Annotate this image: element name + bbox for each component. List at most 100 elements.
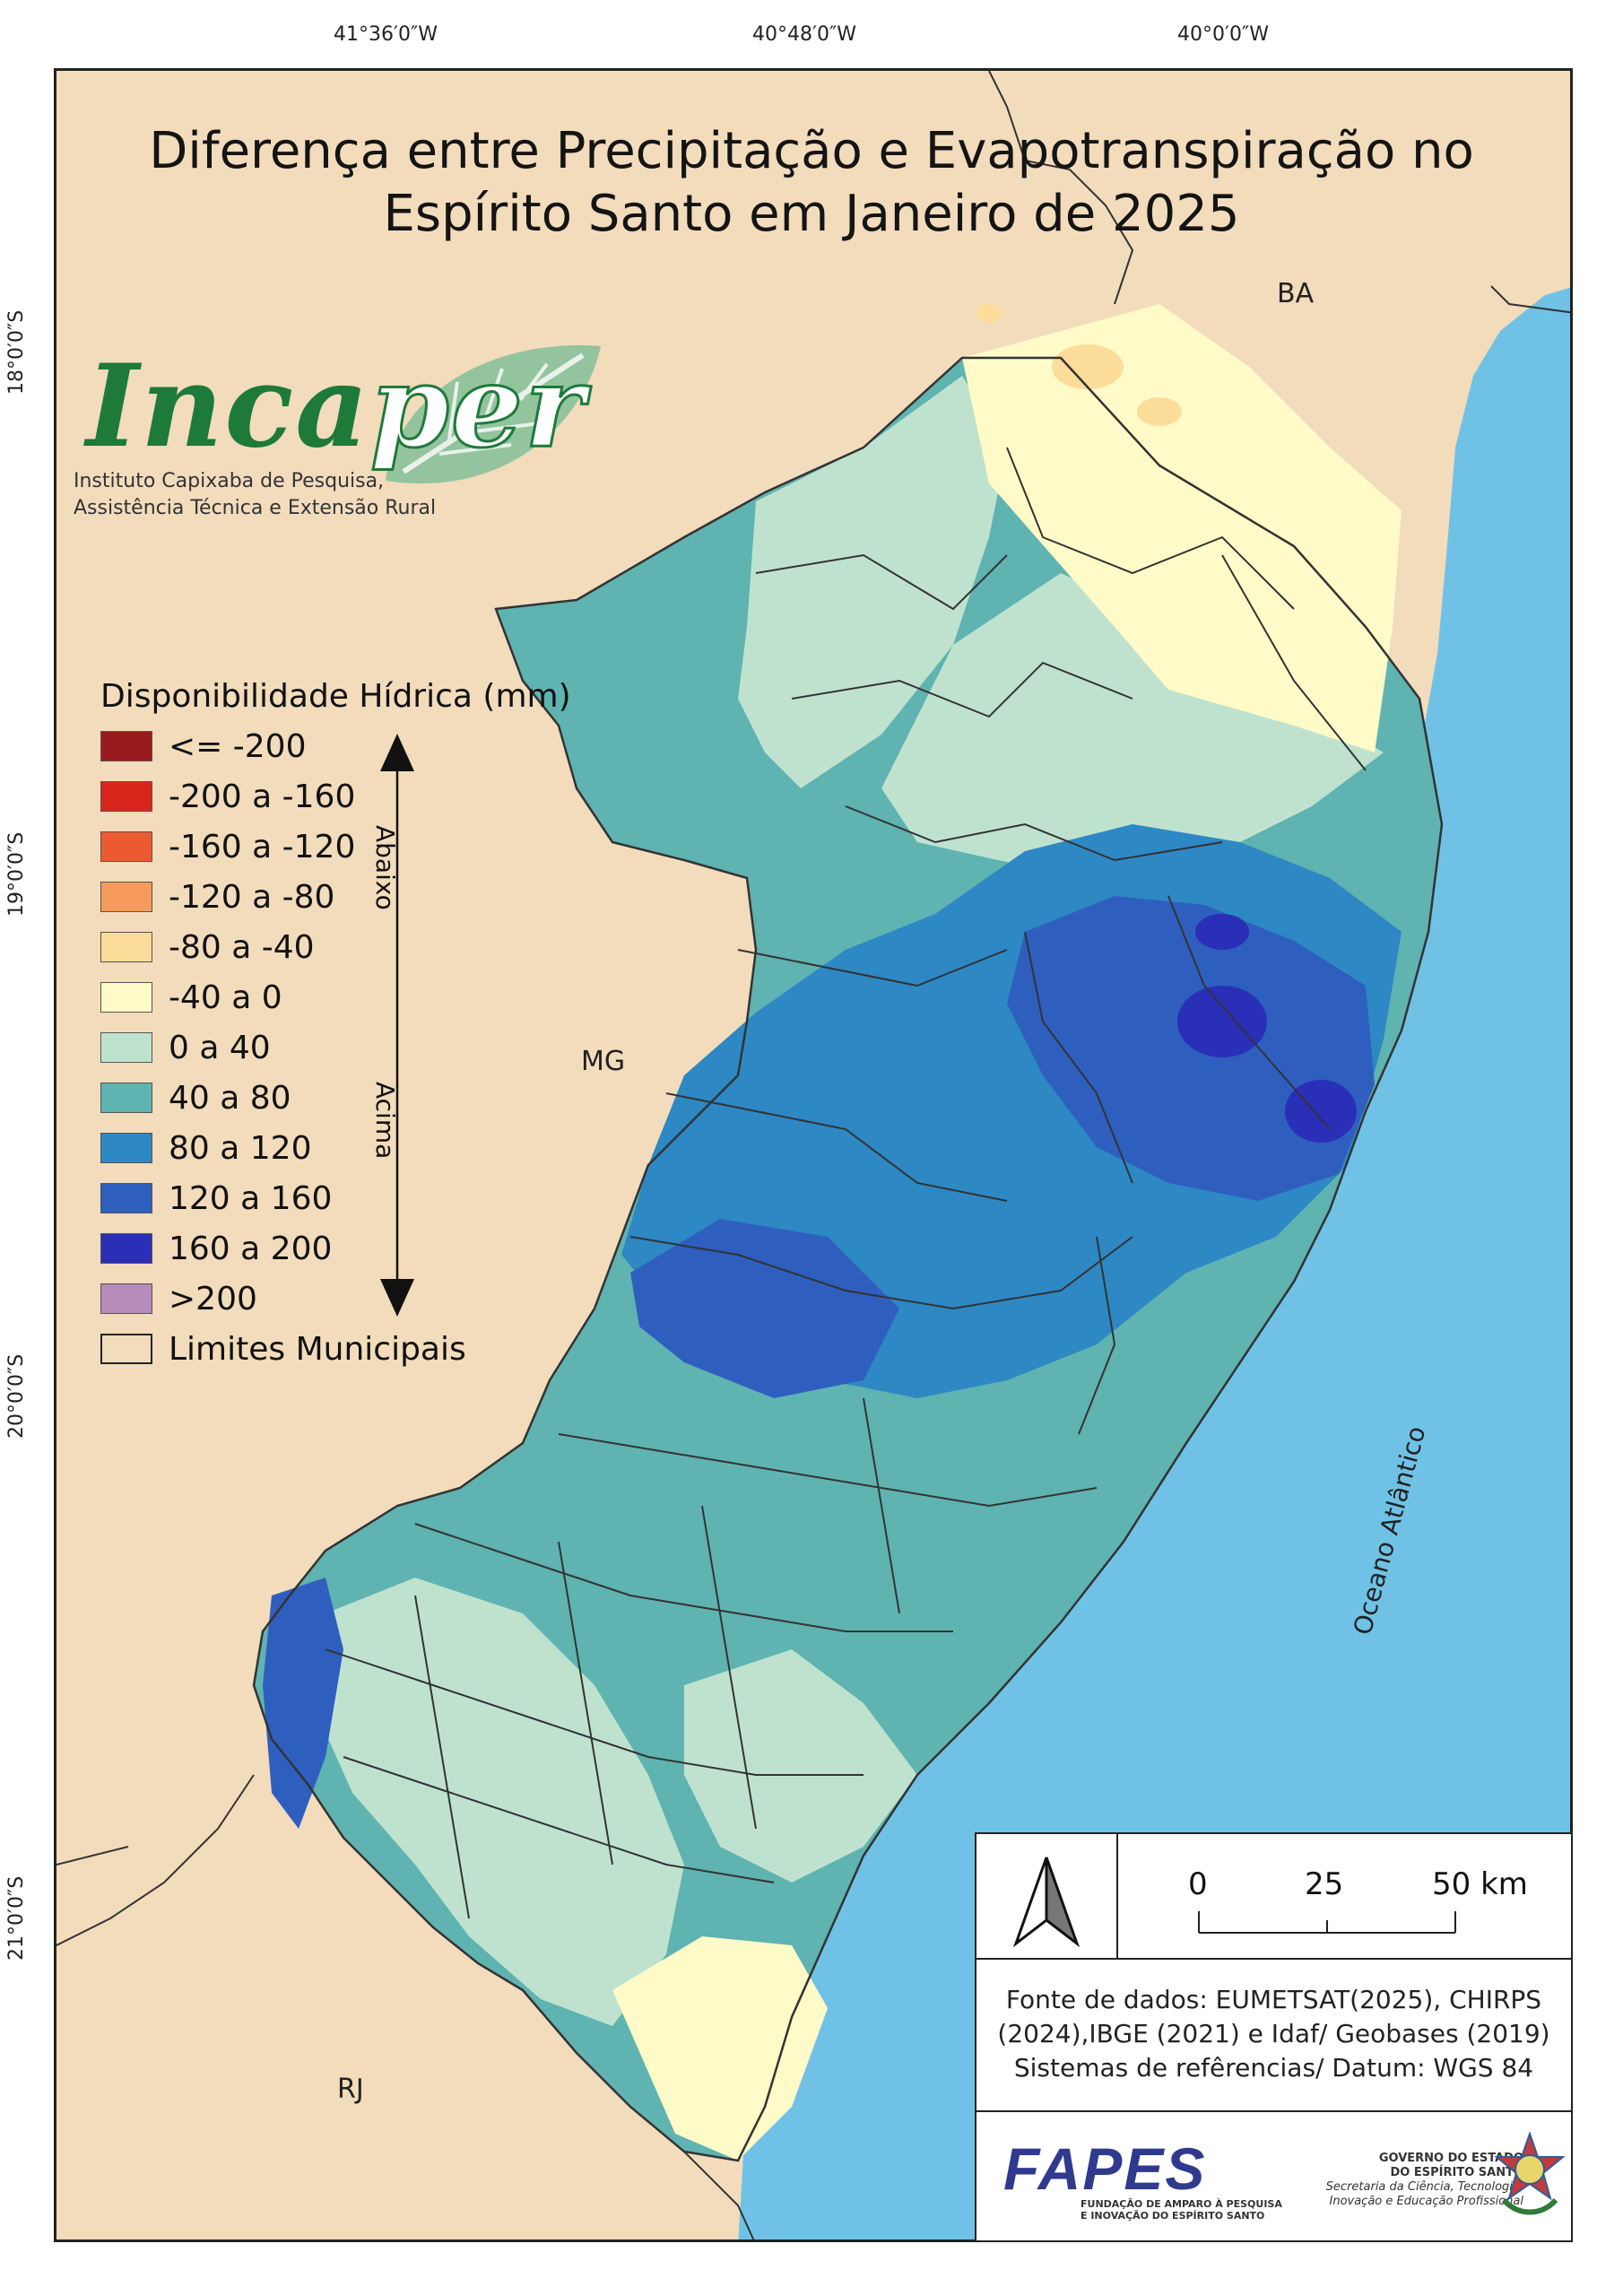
legend-label: -160 a -120 (169, 828, 356, 865)
legend-swatch (100, 1334, 152, 1364)
arrow-label-down: Acima (370, 1082, 400, 1160)
source-panel: Fonte de dados: EUMETSAT(2025), CHIRPS (… (975, 1958, 1573, 2112)
source-line-1: Fonte de dados: EUMETSAT(2025), CHIRPS (1005, 1985, 1542, 2014)
zone-orange-3 (976, 304, 1002, 322)
region-label-rj: RJ (337, 2074, 364, 2105)
legend-title: Disponibilidade Hídrica (mm) (100, 678, 571, 715)
legend-arrow-icon (380, 734, 414, 1317)
gov-text: GOVERNO DO ESTADO DO ESPÍRITO SANTO Secr… (1272, 2152, 1523, 2209)
legend-item: -200 a -160 (100, 778, 356, 815)
zone-darkest-2 (1285, 1080, 1357, 1143)
external-borders (56, 71, 1570, 2239)
legend-item: -120 a -80 (100, 878, 335, 916)
legend-label: 40 a 80 (169, 1079, 291, 1117)
legend-swatch (100, 982, 152, 1013)
zone-orange-1 (1052, 344, 1124, 389)
fapes-subtitle-line1: FUNDAÇÃO DE AMPARO À PESQUISA (1081, 2198, 1282, 2210)
legend-label: -120 a -80 (169, 878, 335, 916)
map-frame (54, 68, 1573, 2242)
source-line-2: (2024),IBGE (2021) e Idaf/ Geobases (201… (997, 2019, 1550, 2048)
incaper-logo-part-a: Inca (86, 340, 370, 473)
incaper-subtitle-line2: Assistência Técnica e Extensão Rural (74, 497, 437, 519)
zone-pale-yellow-se (612, 1936, 828, 2161)
longitude-label-2: 40°48′0″W (752, 23, 856, 46)
legend-item: 160 a 200 (100, 1230, 333, 1267)
incaper-logo: Incaper (86, 347, 586, 466)
latitude-label-1: 18°0′0″S (5, 309, 28, 395)
fapes-subtitle-line2: E INOVAÇÃO DO ESPÍRITO SANTO (1081, 2210, 1265, 2222)
gov-line-4: Inovação e Educação Profissional (1329, 2195, 1524, 2208)
legend-swatch (100, 1233, 152, 1264)
region-label-ba: BA (1277, 278, 1315, 309)
legend-item: 40 a 80 (100, 1079, 291, 1117)
legend-item: >200 (100, 1280, 257, 1318)
incaper-subtitle-line1: Instituto Capixaba de Pesquisa, (74, 470, 385, 492)
legend-label: <= -200 (169, 727, 307, 765)
scale-label-50: 50 km (1432, 1866, 1528, 1902)
zone-light-south (317, 1578, 684, 2026)
legend-item: 80 a 120 (100, 1129, 312, 1167)
fapes-subtitle: FUNDAÇÃO DE AMPARO À PESQUISA E INOVAÇÃO… (1081, 2198, 1282, 2222)
ocean (738, 287, 1570, 2239)
longitude-label-1: 41°36′0″W (334, 23, 438, 46)
zone-orange-2 (1137, 397, 1182, 426)
zone-darkest-3 (1195, 914, 1249, 950)
legend-item: <= -200 (100, 727, 307, 765)
gov-line-2: DO ESPÍRITO SANTO (1390, 2166, 1524, 2179)
zone-blue-sw (263, 1578, 343, 1829)
legend-item: 0 a 40 (100, 1029, 271, 1066)
incaper-logo-part-b: per (369, 340, 586, 473)
legend-item: Limites Municipais (100, 1330, 466, 1368)
legend-label: >200 (169, 1280, 257, 1318)
legend-swatch (100, 932, 152, 962)
fapes-logo: FAPES (1003, 2135, 1207, 2202)
legend-swatch (100, 1032, 152, 1063)
legend-swatch (100, 1083, 152, 1113)
legend-label: 160 a 200 (169, 1230, 333, 1267)
state-coat-of-arms-icon (1494, 2130, 1566, 2215)
legend-item: -40 a 0 (100, 978, 282, 1016)
scale-panel-divider (1116, 1834, 1118, 1960)
scale-bar (1198, 1911, 1456, 1934)
map-title-line2: Espírito Santo em Janeiro de 2025 (383, 185, 1240, 243)
legend-label: 80 a 120 (169, 1129, 312, 1167)
legend-swatch (100, 1133, 152, 1163)
legend-swatch (100, 882, 152, 912)
north-arrow-icon (1012, 1857, 1081, 1947)
source-line-3: Sistemas de refêrencias/ Datum: WGS 84 (1013, 2053, 1534, 2083)
logos-panel: FAPES FUNDAÇÃO DE AMPARO À PESQUISA E IN… (975, 2110, 1573, 2242)
legend-label: -200 a -160 (169, 778, 356, 815)
legend-item: 120 a 160 (100, 1180, 332, 1217)
legend-swatch (100, 1283, 152, 1314)
gov-line-3: Secretaria da Ciência, Tecnologia, (1325, 2180, 1523, 2194)
region-label-mg: MG (581, 1046, 626, 1077)
incaper-subtitle: Instituto Capixaba de Pesquisa, Assistên… (74, 468, 436, 522)
scale-label-0: 0 (1188, 1866, 1208, 1902)
gov-line-1: GOVERNO DO ESTADO (1378, 2152, 1523, 2165)
zone-light-north2 (881, 573, 1384, 878)
latitude-label-4: 21°0′0″S (5, 1875, 28, 1961)
latitude-label-2: 19°0′0″S (5, 831, 28, 917)
map-canvas (56, 71, 1570, 2239)
latitude-label-3: 20°0′0″S (5, 1353, 28, 1439)
legend-label: -80 a -40 (169, 928, 315, 966)
legend-label: -40 a 0 (169, 978, 282, 1016)
zone-deep-blue (1007, 896, 1375, 1201)
legend-swatch (100, 831, 152, 862)
zone-light-north (738, 376, 1007, 788)
legend-item: -80 a -40 (100, 928, 315, 966)
legend-item: -160 a -120 (100, 829, 355, 865)
zone-darkest-1 (1177, 986, 1267, 1057)
legend-label: Limites Municipais (169, 1330, 466, 1368)
leaf-logo-icon (386, 345, 601, 484)
longitude-label-3: 40°0′0″W (1177, 23, 1269, 46)
zone-light-south2 (684, 1649, 917, 1883)
scale-label-25: 25 (1305, 1866, 1344, 1902)
legend-swatch (100, 1183, 152, 1213)
map-title-line1: Diferença entre Precipitação e Evapotran… (149, 122, 1474, 180)
arrow-label-up: Abaixo (370, 825, 400, 910)
scale-panel: 0 25 50 km (975, 1832, 1573, 1960)
legend-swatch (100, 731, 152, 761)
legend-label: 0 a 40 (169, 1029, 271, 1066)
legend-swatch (100, 781, 152, 812)
